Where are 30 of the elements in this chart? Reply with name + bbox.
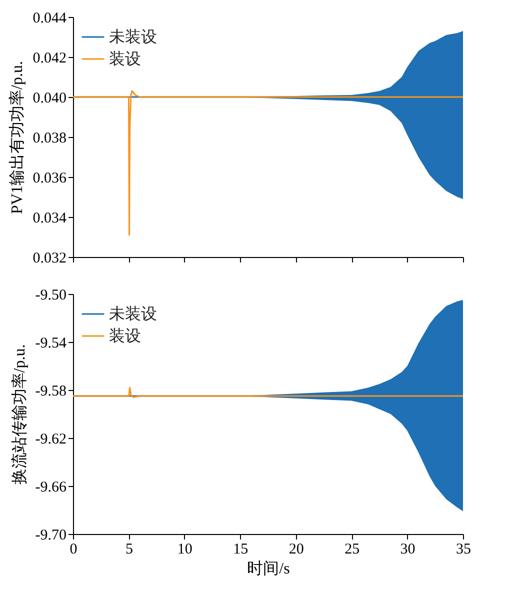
x-tick-label: 10 [177,542,192,558]
line-series [72,90,464,236]
y-tick-label: 0.040 [32,90,66,106]
x-tick-label: 15 [233,542,248,558]
legend-label: 装设 [109,327,141,345]
y-tick-label: 0.034 [32,210,67,226]
y-tick-label: -9.54 [35,336,67,352]
legend-label: 未装设 [109,28,157,46]
y-tick-label: -9.66 [35,480,67,496]
y-tick-label: 0.038 [32,130,66,146]
x-tick-label: 5 [125,542,133,558]
legend-label: 未装设 [109,305,157,323]
y-tick-label: 0.036 [32,170,67,186]
y-tick-label: -9.50 [35,288,66,304]
x-tick-label: 20 [288,542,304,558]
x-tick-label: 35 [456,542,471,558]
x-tick-label: 25 [344,542,360,558]
y-tick-label: 0.044 [32,10,67,26]
y-axis-title: 换流站传输功率/p.u. [10,344,28,485]
x-tick-label: 0 [70,542,78,558]
line-series [72,386,464,398]
legend-label: 装设 [109,50,141,68]
x-tick-label: 30 [400,542,416,558]
y-tick-label: -9.70 [35,528,66,544]
x-axis-title: 时间/s [247,560,290,578]
y-tick-label: -9.58 [35,384,66,400]
y-tick-label: 0.032 [32,250,66,266]
y-tick-label: 0.042 [32,50,66,66]
y-axis-title: PV1输出有功功率/p.u. [8,61,26,214]
y-tick-label: -9.62 [35,432,66,448]
